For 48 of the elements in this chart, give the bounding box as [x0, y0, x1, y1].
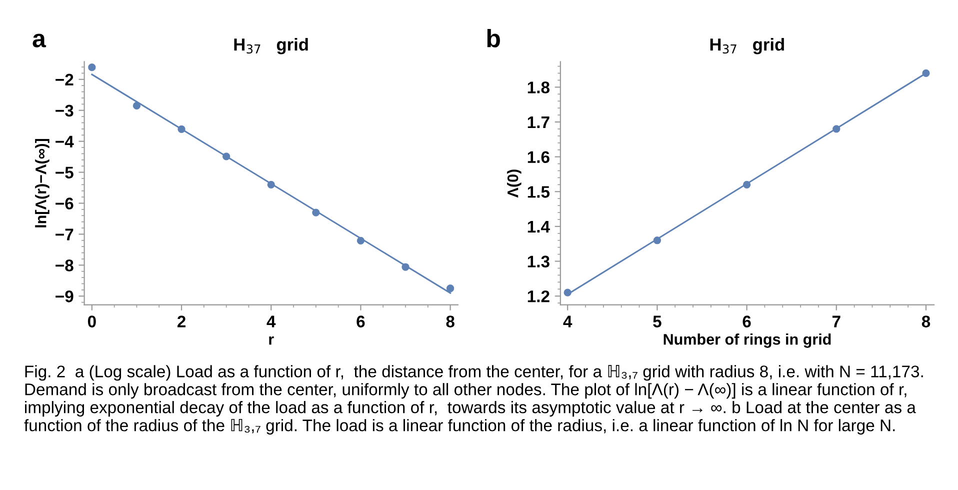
y-tick-label: 1.2 [528, 290, 550, 302]
point [402, 263, 410, 271]
y-tick-label: −6 [56, 198, 74, 210]
point [356, 236, 365, 245]
point [267, 180, 275, 188]
y-axis-title: Λ(0) [507, 170, 522, 198]
x-tick-label: 2 [177, 316, 186, 328]
x-tick-label: 6 [742, 316, 751, 328]
point [742, 180, 751, 188]
y-tick-label: −5 [56, 166, 74, 178]
x-tick-label: 4 [266, 316, 276, 328]
point [132, 102, 141, 110]
point [446, 284, 454, 292]
point [653, 236, 662, 244]
x-axis-title: r [269, 336, 274, 345]
point [312, 208, 320, 216]
point [222, 152, 230, 160]
point [88, 63, 96, 72]
y-tick-label: 1.5 [528, 186, 550, 198]
y-axis-title: ln[Λ(r)−Λ(∞)] [35, 138, 50, 228]
caption: Fig. 2 a (Log scale) Load as a function of r, the distance from the center, for a ℍ₃,₇ grid with radius 8, i.e. with N = 11,173. Demand is only broadcast from the center, uniformly to all other nodes. The plot of ln[Λ(r) − Λ(∞)] is a linear function of r, implying exponential decay of the load as a function of r, towards its asymptotic value at r → ∞. b Load at the center as a function of the radius of the ℍ₃,₇ grid. The load is a linear function of the radius, i.e. a linear function of ln N for large N. [24, 365, 923, 435]
y-tick-label: −8 [56, 260, 74, 272]
point [564, 288, 572, 296]
y-tick-label: −9 [56, 290, 74, 302]
y-tick-label: 1.4 [528, 221, 550, 232]
x-tick-label: 4 [563, 316, 572, 328]
x-tick-label: 6 [356, 316, 365, 328]
y-tick-label: 1.8 [528, 82, 550, 94]
point [832, 125, 840, 133]
point [922, 69, 930, 78]
y-tick-label: 1.7 [528, 116, 550, 128]
x-tick-label: 7 [832, 316, 840, 328]
point [178, 125, 186, 134]
y-tick-label: −2 [56, 74, 74, 86]
chart-title: H$_{37}$ grid [710, 38, 784, 54]
chart-title: H$_{37}$ grid [234, 38, 308, 54]
x-axis-title: Number of rings in grid [664, 334, 831, 348]
y-tick-label: 1.6 [528, 151, 550, 163]
y-tick-label: −4 [56, 136, 74, 148]
x-tick-label: 0 [88, 316, 96, 328]
x-tick-label: 8 [446, 316, 454, 328]
text: b [487, 29, 500, 48]
y-tick-label: −3 [56, 104, 74, 117]
x-tick-label: 5 [653, 316, 662, 328]
x-tick-label: 8 [922, 316, 930, 328]
y-tick-label: −7 [56, 228, 74, 240]
y-tick-label: 1.3 [528, 256, 550, 268]
text: a [32, 34, 46, 48]
